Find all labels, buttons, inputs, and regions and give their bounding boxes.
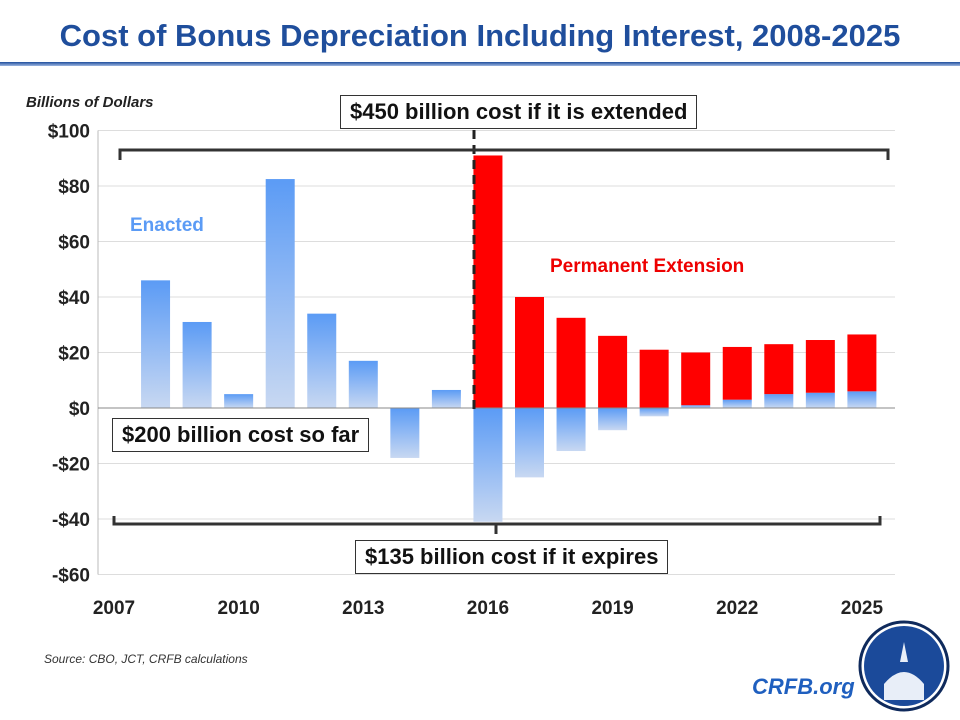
bar-extension (722, 346, 752, 400)
annotation-extended: $450 billion cost if it is extended (340, 95, 698, 129)
bar-enacted (348, 360, 378, 408)
bar-extension (515, 297, 544, 408)
y-tick-label: -$40 (52, 510, 90, 531)
y-tick-label: $80 (58, 177, 90, 198)
source-note: Source: CBO, JCT, CRFB calculations (44, 652, 248, 666)
bar-extension (556, 317, 586, 408)
bar-enacted (847, 391, 877, 408)
bar-extension (847, 334, 877, 392)
bar-enacted (639, 408, 669, 417)
y-axis-label: Billions of Dollars (26, 94, 154, 111)
bar-enacted (390, 408, 420, 458)
x-tick-label: 2025 (841, 598, 884, 619)
bar-enacted (764, 394, 794, 408)
y-tick-label: $60 (58, 233, 90, 254)
bar-enacted (515, 408, 544, 478)
bar-enacted (307, 313, 337, 408)
bracket-expires (112, 516, 882, 534)
bar-extension (598, 335, 628, 408)
bar-enacted (681, 405, 711, 408)
x-tick-label: 2007 (93, 598, 135, 619)
brand-link[interactable]: CRFB.org (752, 674, 855, 699)
annotation-expires: $135 billion cost if it expires (355, 540, 669, 574)
bar-enacted (431, 389, 461, 408)
bar-enacted (182, 321, 212, 408)
x-tick-label: 2016 (467, 598, 509, 619)
y-tick-label: $100 (48, 122, 90, 143)
bar-extension (805, 340, 835, 393)
bar-enacted (722, 399, 752, 408)
bar-enacted (556, 408, 586, 452)
y-tick-label: -$60 (52, 566, 90, 587)
bar-enacted (141, 280, 171, 408)
legend-permanent-extension: Permanent Extension (550, 256, 744, 277)
x-tick-label: 2022 (716, 598, 758, 619)
x-tick-label: 2013 (342, 598, 384, 619)
bar-extension (639, 349, 669, 408)
annotation-so-far: $200 billion cost so far (112, 418, 370, 452)
title-divider (0, 62, 960, 66)
bar-enacted (473, 408, 503, 522)
bar-enacted (224, 394, 254, 408)
chart-title: Cost of Bonus Depreciation Including Int… (59, 18, 901, 53)
bracket-extended (118, 148, 890, 160)
y-tick-label: $40 (58, 288, 90, 309)
y-tick-label: $20 (58, 344, 90, 365)
bar-extension (473, 155, 503, 408)
x-tick-label: 2019 (591, 598, 633, 619)
bar-enacted (598, 408, 628, 431)
bar-enacted (805, 392, 835, 408)
legend-enacted: Enacted (130, 215, 204, 236)
y-tick-label: $0 (69, 399, 90, 420)
bar-extension (764, 344, 794, 395)
y-tick-label: -$20 (52, 455, 90, 476)
x-tick-label: 2010 (218, 598, 260, 619)
bar-enacted (265, 179, 295, 408)
bar-extension (681, 352, 711, 406)
